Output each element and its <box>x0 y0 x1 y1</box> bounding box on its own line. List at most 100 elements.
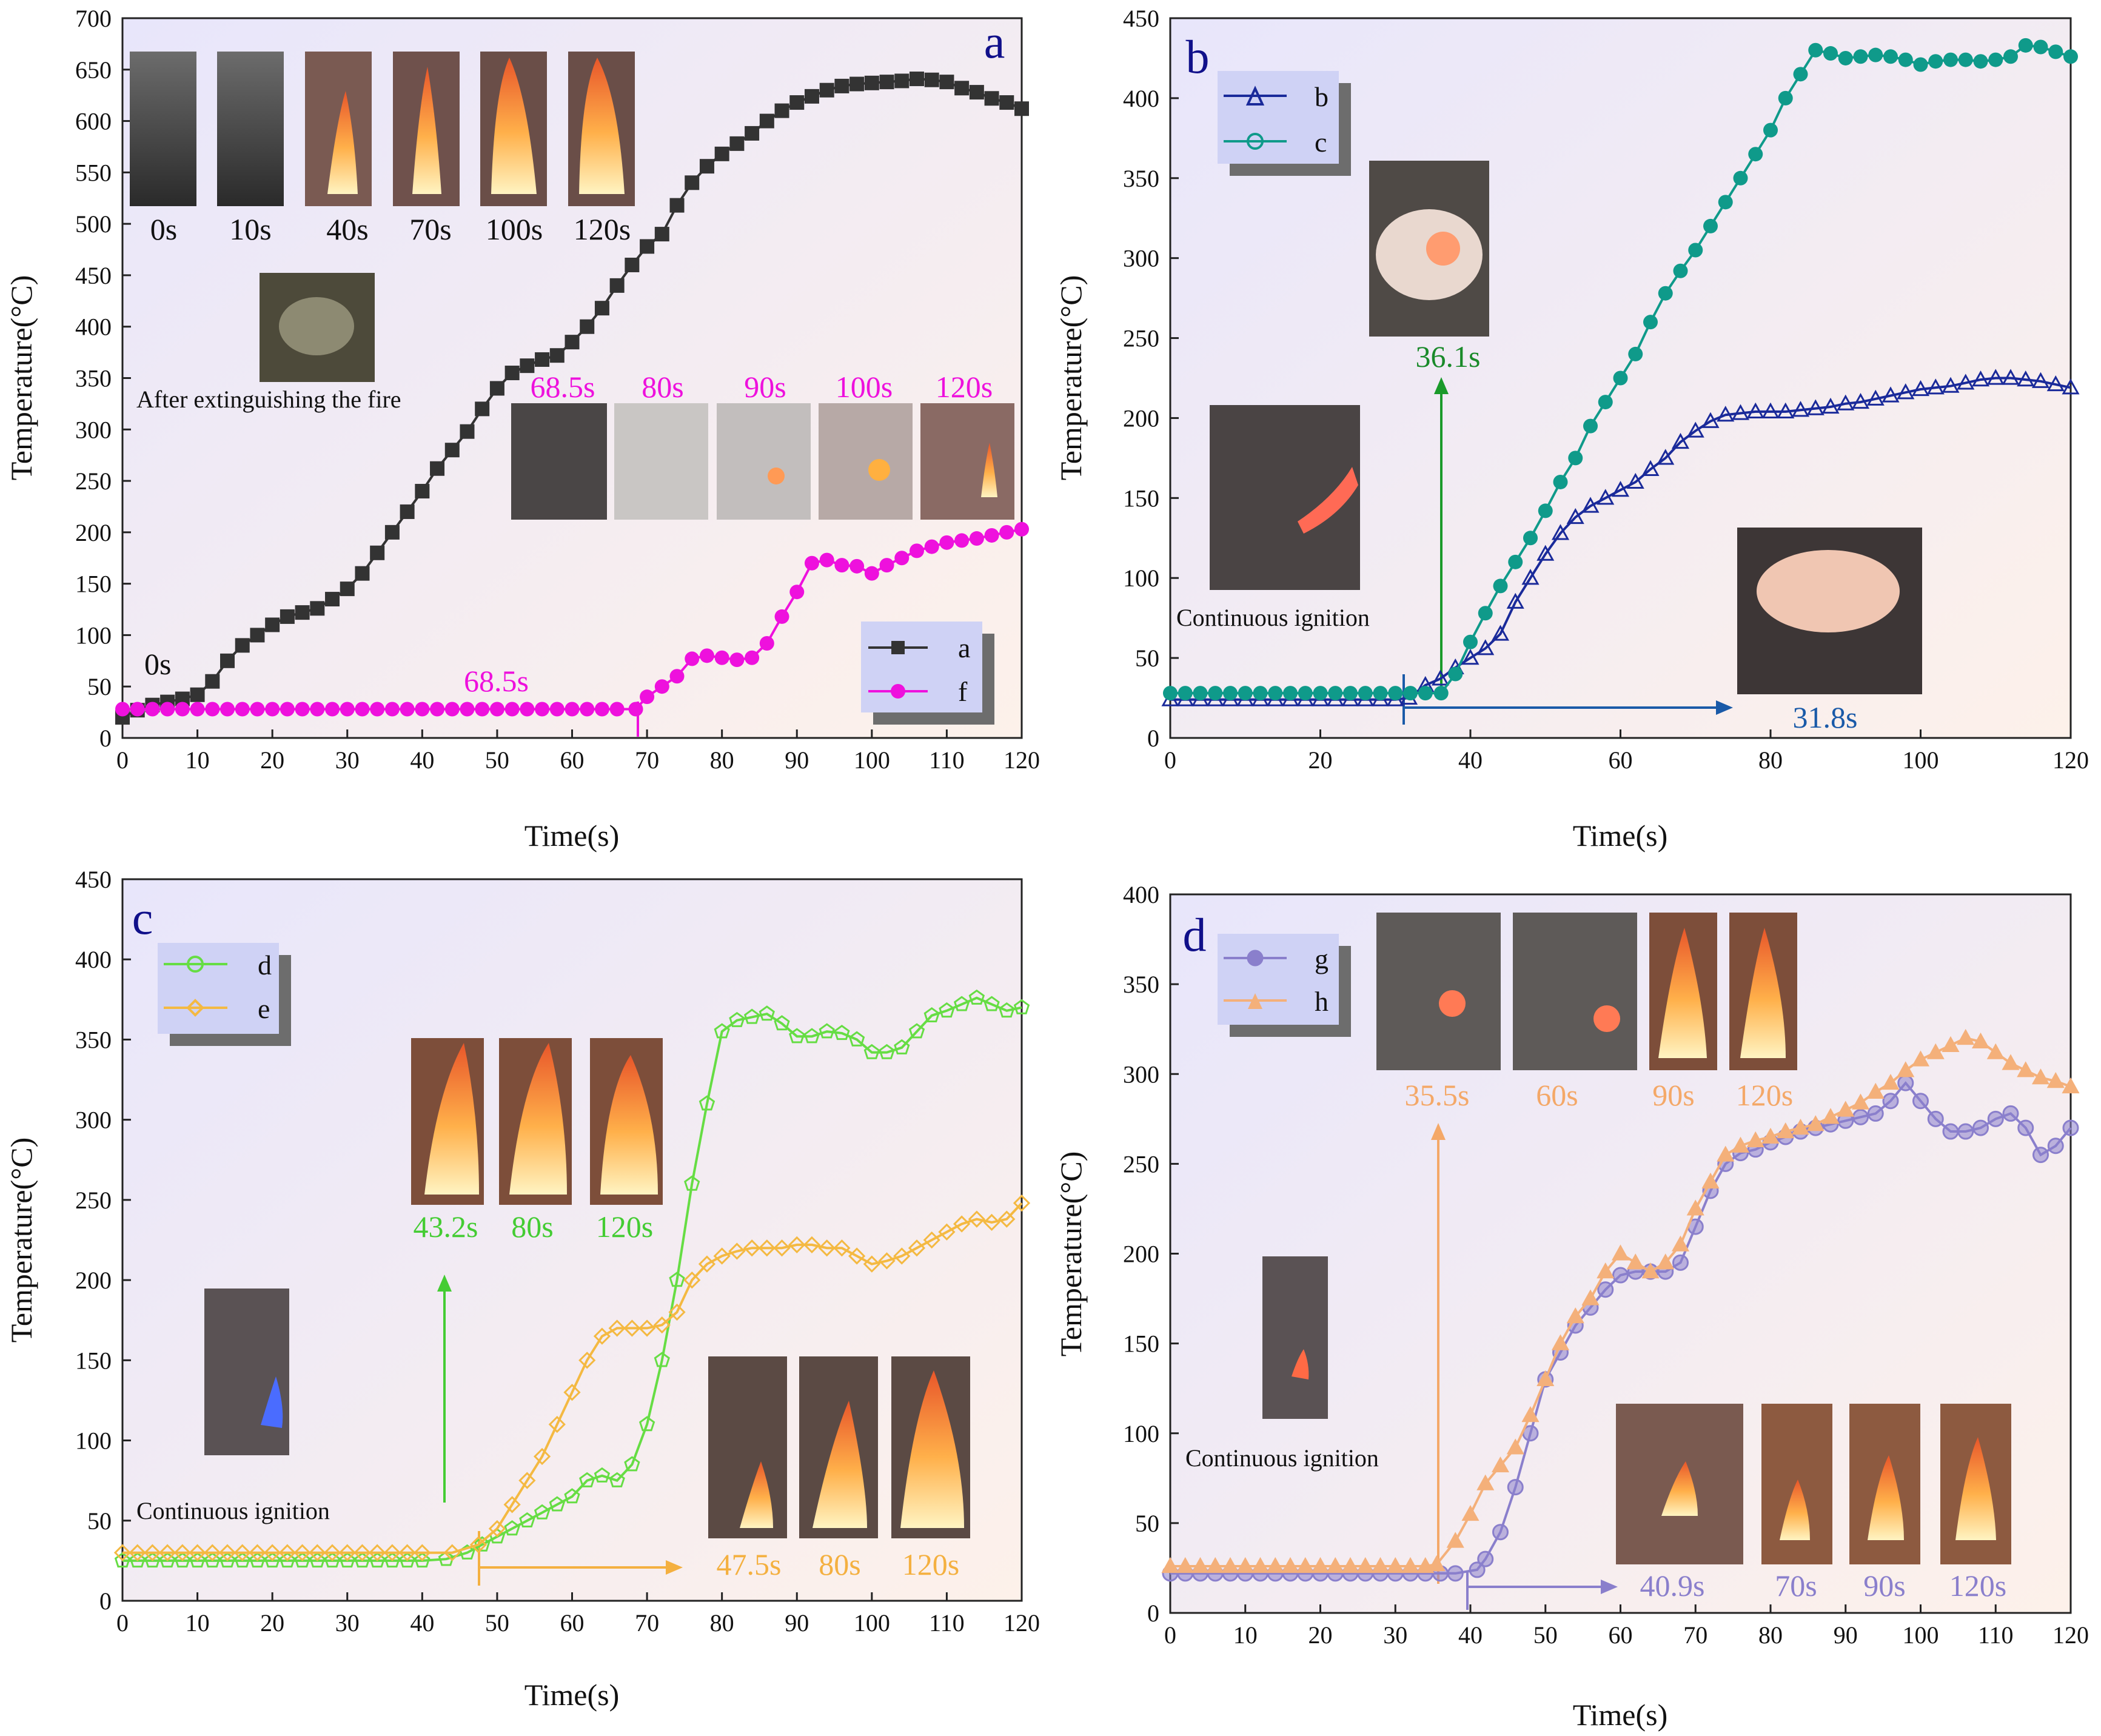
data-point-a <box>774 103 789 118</box>
data-point-c <box>1178 686 1193 701</box>
data-point-c <box>1763 122 1778 138</box>
flame-icon <box>1780 1480 1810 1540</box>
data-point-d <box>114 1552 131 1568</box>
series-f <box>115 521 1029 717</box>
photo-caption: 90s <box>744 370 786 404</box>
data-point-e <box>968 1210 985 1228</box>
x-tick-label: 110 <box>1978 1621 2014 1649</box>
panel-a: 0 10 20 30 40 50 60 70 80 90 100 110 120 0 50 100 150 20… <box>4 5 1040 853</box>
data-point-d <box>1013 999 1030 1014</box>
data-point-b <box>1686 421 1704 438</box>
series-layer <box>1161 1028 2080 1582</box>
data-point-h <box>1671 1235 1690 1252</box>
x-tick-label: 90 <box>1834 1621 1858 1649</box>
data-point-f <box>999 524 1014 540</box>
data-point-h <box>2017 1061 2035 1077</box>
data-point-f <box>894 551 910 566</box>
data-point-h <box>1341 1557 1359 1573</box>
data-point-a <box>489 381 504 396</box>
data-point-g <box>1672 1254 1689 1271</box>
data-point-c <box>1568 451 1583 466</box>
data-point-e <box>548 1415 566 1433</box>
data-point-f <box>969 531 984 546</box>
data-point-h <box>1821 1108 1840 1124</box>
data-point-a <box>954 81 970 96</box>
data-point-g <box>1987 1110 2004 1127</box>
data-point-c <box>1973 54 1988 69</box>
data-point-h <box>1942 1036 1960 1052</box>
legend-marker-e <box>186 999 204 1017</box>
data-point-f <box>160 702 175 717</box>
data-point-c <box>2063 49 2078 64</box>
data-point-e <box>743 1239 761 1257</box>
y-tick-label: 400 <box>1123 881 1159 908</box>
data-point-a <box>834 78 849 93</box>
x-tick-label: 10 <box>186 1609 210 1637</box>
x-tick-label: 30 <box>1383 1621 1407 1649</box>
photo-thumbnail <box>614 403 708 520</box>
data-point-e <box>773 1239 791 1257</box>
legend-box <box>158 943 279 1034</box>
y-tick-label: 100 <box>1123 565 1159 592</box>
photo-thumbnail <box>130 52 196 206</box>
data-point-c <box>1943 52 1958 67</box>
annotation-0s: 0s <box>144 647 171 681</box>
data-point-a <box>864 75 879 90</box>
data-point-c <box>1628 346 1643 361</box>
x-tick-label: 50 <box>1533 1621 1558 1649</box>
y-tick-label: 650 <box>75 56 112 84</box>
data-point-b <box>1431 669 1450 686</box>
x-tick-label: 80 <box>710 746 734 774</box>
y-tick-label: 550 <box>75 159 112 186</box>
data-point-c <box>1838 50 1853 65</box>
series-e <box>113 1195 1031 1561</box>
data-point-c <box>1988 52 2003 67</box>
data-point-c <box>1328 686 1343 701</box>
legend-label-g: g <box>1315 943 1329 974</box>
data-point-f <box>400 702 415 717</box>
data-point-a <box>759 113 774 129</box>
data-point-a <box>580 319 595 334</box>
data-point-c <box>1268 686 1283 701</box>
y-tick-label: 250 <box>1123 1150 1159 1178</box>
data-point-g <box>1882 1093 1899 1110</box>
legend-label-a: a <box>958 632 970 663</box>
data-point-h <box>1641 1262 1660 1279</box>
data-point-h <box>1882 1073 1900 1090</box>
data-point-h <box>1971 1032 1990 1049</box>
y-tick-label: 450 <box>75 866 112 893</box>
data-point-h <box>1251 1557 1270 1573</box>
photo-caption: 10s <box>229 212 271 246</box>
data-point-a <box>325 592 340 607</box>
data-point-b <box>1837 394 1855 411</box>
photo-caption: 35.5s <box>1405 1078 1470 1112</box>
data-point-e <box>938 1223 956 1241</box>
data-point-f <box>310 702 325 717</box>
data-point-d <box>384 1552 401 1568</box>
y-tick-label: 250 <box>1123 325 1159 352</box>
data-point-b <box>1957 374 1975 390</box>
photo-caption: 40.9s <box>1640 1569 1705 1603</box>
data-point-d <box>834 1025 850 1041</box>
data-point-a <box>430 461 445 476</box>
data-point-b <box>1986 369 2005 385</box>
data-point-a <box>504 366 520 381</box>
data-point-d <box>609 1472 625 1487</box>
y-tick-label: 200 <box>1123 404 1159 432</box>
data-point-c <box>1673 263 1688 278</box>
data-point-a <box>804 89 819 104</box>
data-point-d <box>953 996 970 1011</box>
data-point-f <box>640 689 655 705</box>
data-point-h <box>1791 1119 1810 1135</box>
photo-thumbnail <box>511 403 607 520</box>
data-point-d <box>968 989 985 1005</box>
flame-icon <box>1740 928 1786 1058</box>
data-point-e <box>908 1239 926 1257</box>
data-point-f <box>370 702 385 717</box>
x-tick-label: 120 <box>2052 1621 2089 1649</box>
data-point-f <box>729 652 745 668</box>
data-point-f <box>909 543 924 558</box>
flame-icon <box>1658 928 1707 1058</box>
data-point-b <box>1461 649 1479 665</box>
x-tick-label: 70 <box>1683 1621 1707 1649</box>
